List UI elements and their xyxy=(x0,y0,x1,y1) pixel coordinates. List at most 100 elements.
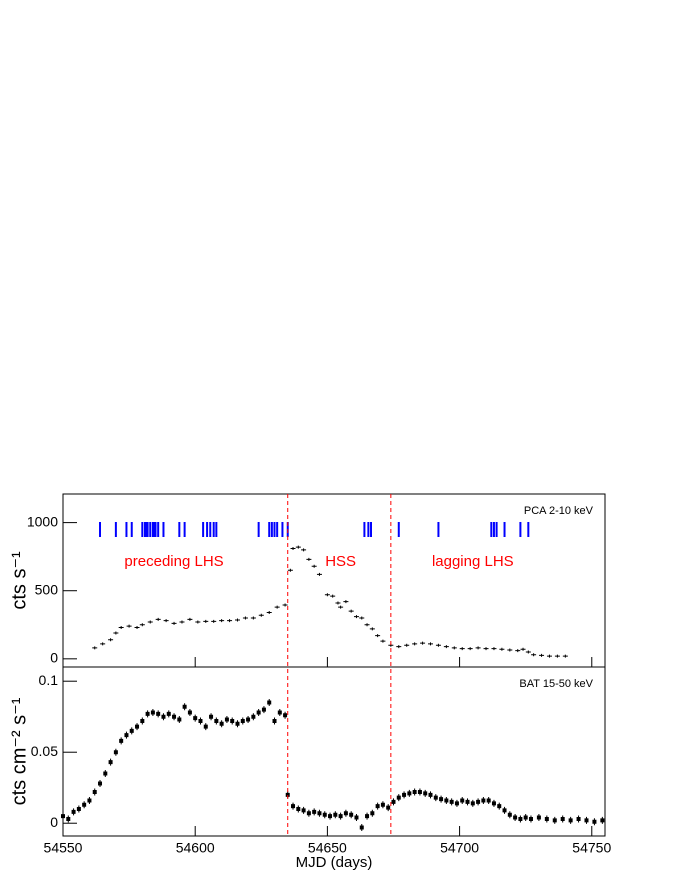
data-point xyxy=(439,795,444,803)
data-point xyxy=(396,794,401,802)
data-point xyxy=(380,801,385,809)
data-point xyxy=(219,720,224,728)
data-point xyxy=(203,619,209,623)
data-point xyxy=(375,802,380,810)
data-point xyxy=(266,611,272,615)
data-point xyxy=(113,631,119,635)
x-tick-label: 54750 xyxy=(572,840,611,856)
data-point xyxy=(330,594,336,598)
data-point xyxy=(335,601,341,605)
data-point xyxy=(546,654,552,658)
data-point xyxy=(195,620,201,624)
data-point xyxy=(348,609,354,613)
data-point xyxy=(365,812,370,820)
data-point xyxy=(520,647,526,651)
data-point xyxy=(187,617,193,621)
y-axis-label: cts s⁻¹ xyxy=(8,551,30,610)
region-label: preceding LHS xyxy=(124,553,223,570)
data-point xyxy=(404,643,410,647)
data-point xyxy=(370,809,375,817)
data-point xyxy=(274,605,280,609)
y-tick-label: 500 xyxy=(35,581,59,597)
data-point xyxy=(483,647,489,651)
data-point xyxy=(198,717,203,725)
x-tick-label: 54650 xyxy=(308,840,347,856)
x-tick-label: 54550 xyxy=(44,840,83,856)
data-point xyxy=(227,619,233,623)
data-point xyxy=(108,758,113,766)
data-point xyxy=(525,650,531,654)
x-axis-label: MJD (days) xyxy=(296,854,373,871)
data-point xyxy=(513,814,518,822)
data-point xyxy=(317,809,322,817)
data-point xyxy=(562,654,568,658)
data-point xyxy=(518,815,523,823)
data-point xyxy=(433,794,438,802)
data-point xyxy=(343,809,348,817)
data-point xyxy=(486,796,491,804)
data-point xyxy=(103,770,108,778)
data-point xyxy=(119,737,124,745)
data-point xyxy=(444,796,449,804)
data-point xyxy=(560,815,565,823)
data-point xyxy=(161,713,166,721)
panel-annotation: PCA 2-10 keV xyxy=(524,505,594,517)
data-point xyxy=(316,572,322,576)
data-point xyxy=(412,788,417,796)
data-point xyxy=(290,546,296,550)
data-point xyxy=(497,802,502,810)
data-point xyxy=(502,806,507,814)
data-point xyxy=(172,713,177,721)
data-point xyxy=(118,625,124,629)
data-point xyxy=(531,653,537,657)
region-label: HSS xyxy=(325,553,356,570)
y-tick-label: 0.1 xyxy=(39,672,59,688)
data-point xyxy=(554,654,560,658)
data-point xyxy=(449,798,454,806)
data-point xyxy=(375,634,381,638)
data-point xyxy=(251,713,256,721)
data-point xyxy=(460,796,465,804)
data-point xyxy=(135,723,140,731)
data-point xyxy=(108,638,114,642)
data-point xyxy=(242,616,248,620)
data-point xyxy=(536,814,541,822)
data-point xyxy=(124,731,129,739)
data-point xyxy=(515,649,521,653)
data-point xyxy=(261,706,266,714)
data-point xyxy=(369,627,375,631)
data-point xyxy=(576,815,581,823)
data-point xyxy=(552,816,557,824)
data-point xyxy=(333,811,338,819)
data-point xyxy=(267,699,272,707)
data-point xyxy=(539,653,545,657)
data-point xyxy=(214,717,219,725)
data-point xyxy=(491,799,496,807)
data-point xyxy=(338,812,343,820)
data-point xyxy=(412,642,418,646)
data-point xyxy=(177,716,182,724)
data-point xyxy=(71,808,76,816)
data-point xyxy=(211,619,217,623)
data-point xyxy=(283,711,288,719)
data-point xyxy=(544,815,549,823)
data-point xyxy=(203,723,208,731)
data-point xyxy=(240,717,245,725)
data-point xyxy=(134,625,140,629)
data-point xyxy=(256,708,261,716)
data-point xyxy=(507,648,513,652)
data-point xyxy=(209,713,214,721)
data-point xyxy=(179,620,185,624)
data-point xyxy=(234,618,240,622)
data-point xyxy=(139,623,145,627)
data-point xyxy=(187,708,192,716)
data-point xyxy=(291,802,296,810)
data-point xyxy=(600,816,605,824)
data-point xyxy=(156,710,161,718)
y-axis-label: cts cm⁻² s⁻¹ xyxy=(8,697,30,805)
data-point xyxy=(250,616,256,620)
data-point xyxy=(454,799,459,807)
data-point xyxy=(435,643,441,647)
data-point xyxy=(147,620,153,624)
